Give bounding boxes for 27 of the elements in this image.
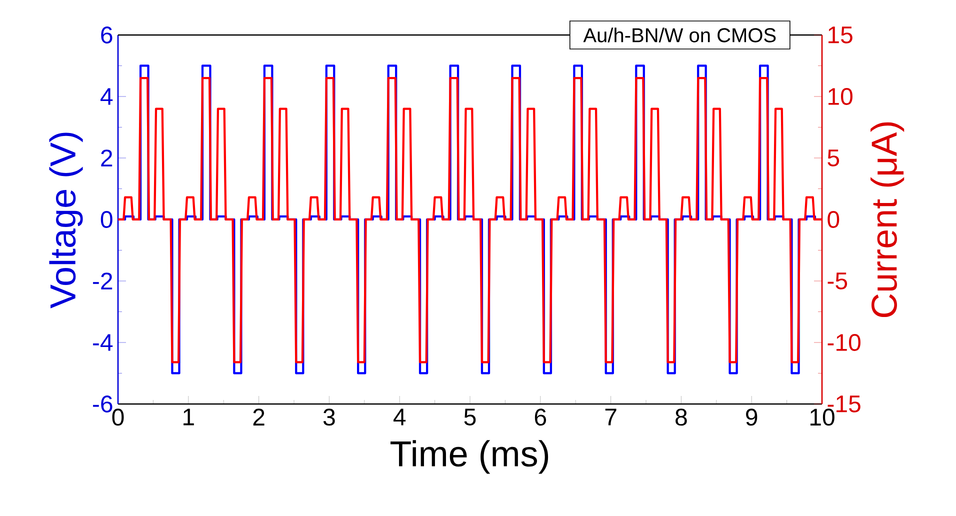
y2-tick-label: 15 xyxy=(828,26,852,44)
x-tick-label: 5 xyxy=(464,408,476,426)
x-tick-label: 6 xyxy=(534,408,546,426)
y-tick-label: 4 xyxy=(100,88,113,105)
y2-axis-title: Current (μA) xyxy=(870,122,904,318)
y2-tick-label: -5 xyxy=(828,272,848,290)
y-axis-title: Voltage (V) xyxy=(49,132,83,308)
y-tick-label: -4 xyxy=(93,334,113,351)
y-tick-label: 0 xyxy=(100,210,112,228)
x-tick-label: 7 xyxy=(605,408,616,426)
x-tick-label: 1 xyxy=(184,408,194,426)
x-tick-label: 0 xyxy=(112,408,124,426)
x-tick-label: 2 xyxy=(253,408,264,426)
x-tick-label: 9 xyxy=(746,408,758,426)
y2-tick-label: 0 xyxy=(828,210,840,228)
x-tick-label: 4 xyxy=(393,408,406,426)
x-tick-label: 8 xyxy=(676,408,687,426)
y2-tick-label: 5 xyxy=(828,150,840,166)
y2-tick-label: 10 xyxy=(828,88,852,105)
y2-tick-label: -10 xyxy=(828,334,860,351)
x-tick-label: 3 xyxy=(323,408,335,426)
x-axis-title: Time (ms) xyxy=(390,440,548,474)
y-tick-label: 2 xyxy=(101,150,112,166)
y-tick-label: -2 xyxy=(93,272,112,290)
chart-title: Au/h-BN/W on CMOS xyxy=(583,28,776,42)
y-tick-label: -6 xyxy=(93,395,112,412)
y-tick-label: 6 xyxy=(101,26,112,44)
